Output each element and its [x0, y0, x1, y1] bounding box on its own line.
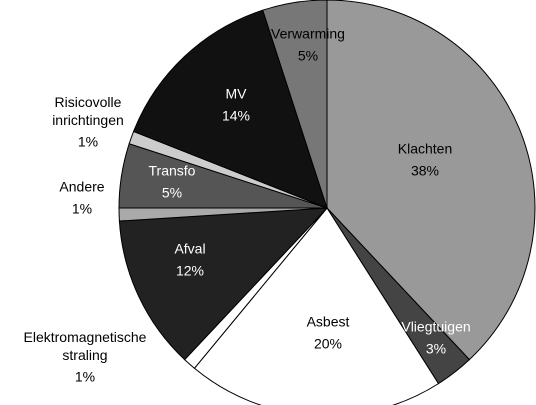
label-line: Risicovolle — [55, 94, 122, 110]
value-label: 1% — [72, 201, 92, 217]
slice-label: Risicovolle inrichtingen — [52, 94, 124, 128]
label-line: straling — [62, 347, 107, 363]
slice-label: Andere — [59, 179, 104, 195]
slice-label: Afval — [174, 241, 205, 257]
value-label: 5% — [162, 185, 182, 201]
value-label: 1% — [75, 369, 95, 385]
pie-slice — [326, 0, 536, 361]
slice-label: MV — [226, 86, 248, 102]
slice-label: Vliegtuigen — [401, 319, 470, 335]
slice-label: Elektromagnetische straling — [24, 329, 147, 363]
value-label: 38% — [411, 163, 439, 179]
slice-label: Klachten — [398, 141, 452, 157]
slice-label: Asbest — [307, 314, 350, 330]
value-label: 20% — [314, 336, 342, 352]
slice-label: Verwarming — [271, 26, 345, 42]
pie-slice — [262, 0, 328, 209]
value-label: 14% — [222, 108, 250, 124]
value-label: 5% — [298, 48, 318, 64]
value-label: 3% — [426, 341, 446, 357]
pie-slice — [193, 207, 440, 405]
pie-slice — [118, 207, 329, 361]
slice-label: Transfo — [149, 163, 196, 179]
value-label: 1% — [78, 134, 98, 150]
value-label: 12% — [176, 263, 204, 279]
label-line: Elektromagnetische — [24, 329, 147, 345]
label-line: inrichtingen — [52, 112, 124, 128]
